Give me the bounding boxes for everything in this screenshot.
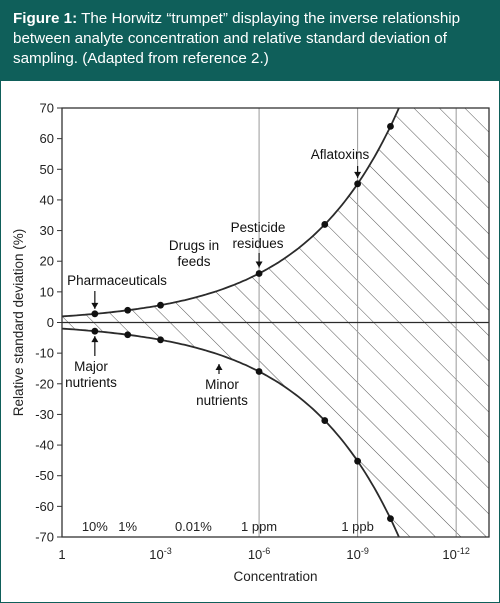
y-tick-label: 50 bbox=[40, 162, 54, 177]
concentration-label: 1 ppm bbox=[241, 519, 277, 534]
x-axis-label: Concentration bbox=[233, 569, 317, 584]
arrow-head bbox=[215, 363, 223, 370]
arrow-head bbox=[255, 261, 263, 268]
arrow-head bbox=[91, 302, 99, 309]
annotation-text: Major bbox=[74, 359, 108, 374]
annotation-text: nutrients bbox=[65, 375, 117, 390]
data-point bbox=[91, 327, 99, 335]
plot-area bbox=[62, 108, 489, 537]
data-point bbox=[255, 368, 263, 375]
y-tick-label: 10 bbox=[40, 284, 54, 299]
y-tick-label: -30 bbox=[35, 407, 54, 422]
arrow-head bbox=[91, 336, 99, 343]
y-tick-label: 40 bbox=[40, 192, 54, 207]
annotation-text: nutrients bbox=[196, 393, 248, 408]
data-point bbox=[124, 331, 132, 339]
data-point bbox=[91, 310, 99, 318]
caption-text: The Horwitz “trumpet” displaying the inv… bbox=[13, 10, 461, 67]
lower-curve bbox=[62, 327, 400, 537]
y-tick-label: 30 bbox=[40, 223, 54, 238]
concentration-label: 1 ppb bbox=[341, 519, 374, 534]
data-point bbox=[387, 122, 394, 130]
y-tick-label: 60 bbox=[40, 131, 54, 146]
data-point bbox=[255, 270, 263, 277]
annotation-text: Minor bbox=[205, 377, 239, 392]
y-tick-label: -70 bbox=[35, 530, 54, 545]
annotation-text: feeds bbox=[177, 254, 210, 269]
figure-caption: Figure 1: The Horwitz “trumpet” displayi… bbox=[1, 1, 499, 81]
y-tick-label: 20 bbox=[40, 254, 54, 269]
x-tick-label: 10-12 bbox=[442, 546, 469, 562]
data-point bbox=[321, 221, 329, 228]
concentration-label: 10% bbox=[82, 519, 108, 534]
x-tick-label: 10-6 bbox=[248, 546, 270, 562]
y-tick-label: -20 bbox=[35, 376, 54, 391]
data-point bbox=[354, 180, 362, 188]
x-tick-label: 1 bbox=[58, 547, 65, 562]
data-point bbox=[157, 301, 164, 309]
data-point bbox=[354, 457, 362, 465]
annotation: Aflatoxins bbox=[311, 147, 370, 178]
annotation: Pharmaceuticals bbox=[67, 273, 167, 309]
annotation-text: Aflatoxins bbox=[311, 147, 370, 162]
arrow-head bbox=[354, 171, 362, 178]
annotation-text: residues bbox=[232, 236, 283, 251]
y-tick-label: 0 bbox=[47, 315, 54, 330]
caption-label: Figure 1: bbox=[13, 10, 78, 27]
y-tick-label: -60 bbox=[35, 499, 54, 514]
y-tick-label: -50 bbox=[35, 468, 54, 483]
annotation-text: Pharmaceuticals bbox=[67, 273, 167, 288]
x-tick-label: 10-3 bbox=[149, 546, 171, 562]
annotation-text: Pesticide bbox=[231, 220, 286, 235]
y-tick-label: -40 bbox=[35, 438, 54, 453]
concentration-label: 1% bbox=[118, 519, 137, 534]
upper-curve bbox=[62, 108, 400, 318]
data-point bbox=[321, 417, 329, 424]
data-point bbox=[124, 306, 132, 314]
concentration-label: 0.01% bbox=[175, 519, 212, 534]
x-tick-label: 10-9 bbox=[346, 546, 368, 562]
y-tick-label: 70 bbox=[40, 101, 54, 116]
y-axis-label: Relative standard deviation (%) bbox=[11, 229, 26, 417]
data-point bbox=[157, 336, 164, 344]
y-tick-label: -10 bbox=[35, 346, 54, 361]
annotation-text: Drugs in bbox=[169, 238, 219, 253]
data-point bbox=[387, 515, 394, 523]
